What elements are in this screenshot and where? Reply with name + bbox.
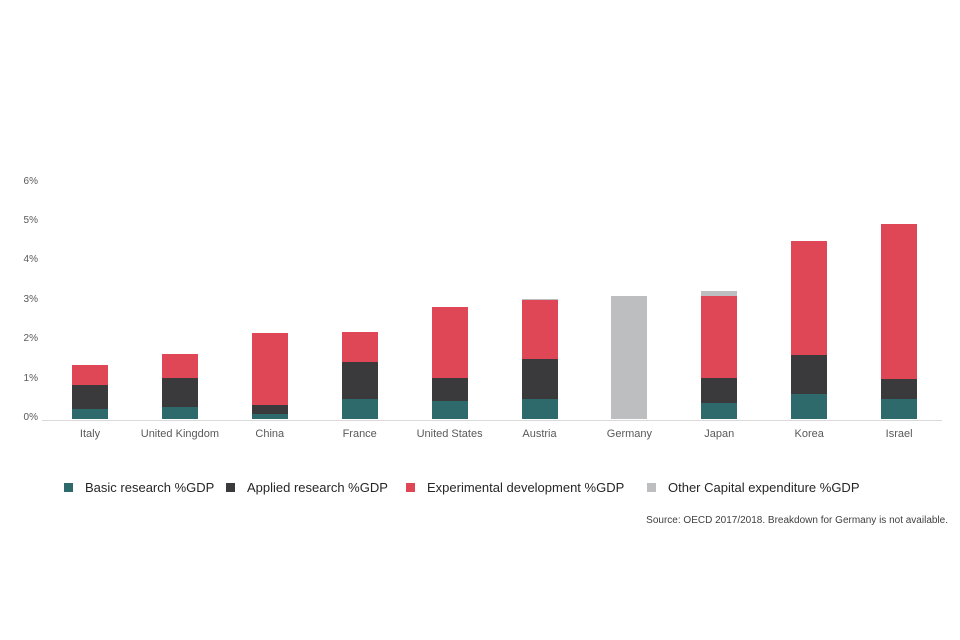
- bar-segment: [161, 353, 198, 379]
- bar-segment: [72, 384, 108, 410]
- bar-segment: [521, 300, 558, 360]
- bar-segment: [611, 296, 648, 419]
- y-axis-tick-label: 3%: [23, 293, 38, 305]
- y-axis-tick-label: 6%: [23, 175, 38, 187]
- bar-segment: [431, 401, 468, 419]
- bar-segment: [161, 407, 198, 419]
- bar-segment: [701, 403, 738, 419]
- bar-segment: [251, 333, 288, 405]
- x-axis-category-label: China: [255, 428, 285, 440]
- x-axis-category-label: Israel: [885, 428, 913, 440]
- legend-label: Other Capital expenditure %GDP: [668, 479, 860, 495]
- bar-segment: [881, 224, 918, 379]
- y-axis-tick-label: 5%: [23, 215, 38, 226]
- y-axis-tick-label: 4%: [23, 254, 38, 266]
- x-axis-line: [42, 420, 942, 421]
- bar-segment: [341, 399, 378, 419]
- legend-swatch-icon: [406, 482, 415, 492]
- y-axis-tick-label: 2%: [23, 333, 38, 345]
- legend-swatch-icon: [64, 482, 73, 492]
- bar-segment: [431, 378, 468, 402]
- bar-segment: [701, 378, 738, 404]
- bar-segment: [701, 295, 738, 379]
- bar-segment: [431, 307, 468, 379]
- x-axis-category-label: United States: [416, 428, 483, 440]
- legend-item: Applied research %GDP: [226, 479, 388, 495]
- legend-label: Applied research %GDP: [247, 479, 388, 495]
- legend-item: Other Capital expenditure %GDP: [647, 479, 860, 495]
- x-axis-category-label: Korea: [794, 428, 824, 440]
- y-axis-tick-label: 0%: [23, 412, 38, 423]
- bar-segment: [72, 365, 108, 385]
- legend-swatch-icon: [226, 482, 235, 492]
- source-note: Source: OECD 2017/2018. Breakdown for Ge…: [646, 515, 948, 526]
- bar-segment: [341, 362, 378, 400]
- bar-segment: [341, 332, 378, 363]
- bar-segment: [72, 409, 108, 419]
- bar-segment: [251, 404, 288, 414]
- bar-segment: [521, 359, 558, 400]
- x-axis-category-label: Germany: [606, 428, 653, 440]
- bar-segment: [791, 240, 828, 355]
- legend-item: Basic research %GDP: [64, 479, 215, 495]
- bar-segment: [521, 298, 558, 300]
- legend-label: Experimental development %GDP: [427, 479, 625, 495]
- bar-segment: [881, 378, 918, 400]
- bar-segment: [161, 378, 198, 408]
- bar-segment: [251, 413, 288, 419]
- x-axis-category-label: United Kingdom: [140, 428, 220, 440]
- legend-item: Experimental development %GDP: [406, 479, 625, 495]
- bar-segment: [881, 399, 918, 419]
- legend-label: Basic research %GDP: [85, 479, 215, 495]
- bar-segment: [791, 394, 828, 419]
- legend-swatch-icon: [647, 482, 656, 492]
- y-axis-tick-label: 1%: [23, 372, 38, 384]
- x-axis-category-label: France: [342, 428, 377, 440]
- x-axis-category-label: Japan: [704, 428, 735, 440]
- bar-segment: [521, 399, 558, 419]
- x-axis-category-label: Italy: [79, 428, 101, 440]
- x-axis-category-label: Austria: [522, 428, 557, 440]
- bar-segment: [791, 354, 828, 395]
- bar-segment: [701, 290, 738, 296]
